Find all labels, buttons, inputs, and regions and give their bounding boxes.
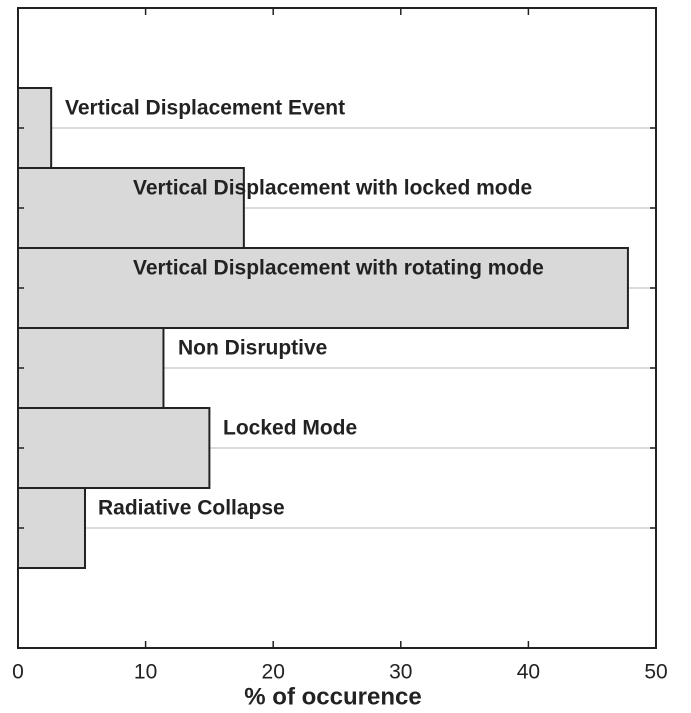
x-tick-label: 0 bbox=[12, 661, 24, 684]
bar-annotation: Locked Mode bbox=[223, 417, 357, 440]
bar-annotation: Vertical Displacement with rotating mode bbox=[133, 257, 544, 280]
x-tick-label: 50 bbox=[644, 661, 667, 684]
bar-annotation: Vertical Displacement Event bbox=[65, 97, 345, 120]
bar bbox=[17, 327, 165, 409]
bar-annotation: Non Disruptive bbox=[178, 337, 327, 360]
x-tick-label: 20 bbox=[262, 661, 285, 684]
x-tick-label: 40 bbox=[517, 661, 540, 684]
bar-annotation: Vertical Displacement with locked mode bbox=[133, 177, 532, 200]
bar-annotation: Radiative Collapse bbox=[98, 497, 285, 520]
x-tick-label: 10 bbox=[134, 661, 157, 684]
x-tick-label: 30 bbox=[389, 661, 412, 684]
bar bbox=[17, 487, 86, 569]
plot-frame bbox=[17, 7, 657, 649]
x-axis-label: % of occurence bbox=[244, 683, 421, 710]
bar bbox=[17, 247, 629, 329]
bar bbox=[17, 407, 211, 489]
